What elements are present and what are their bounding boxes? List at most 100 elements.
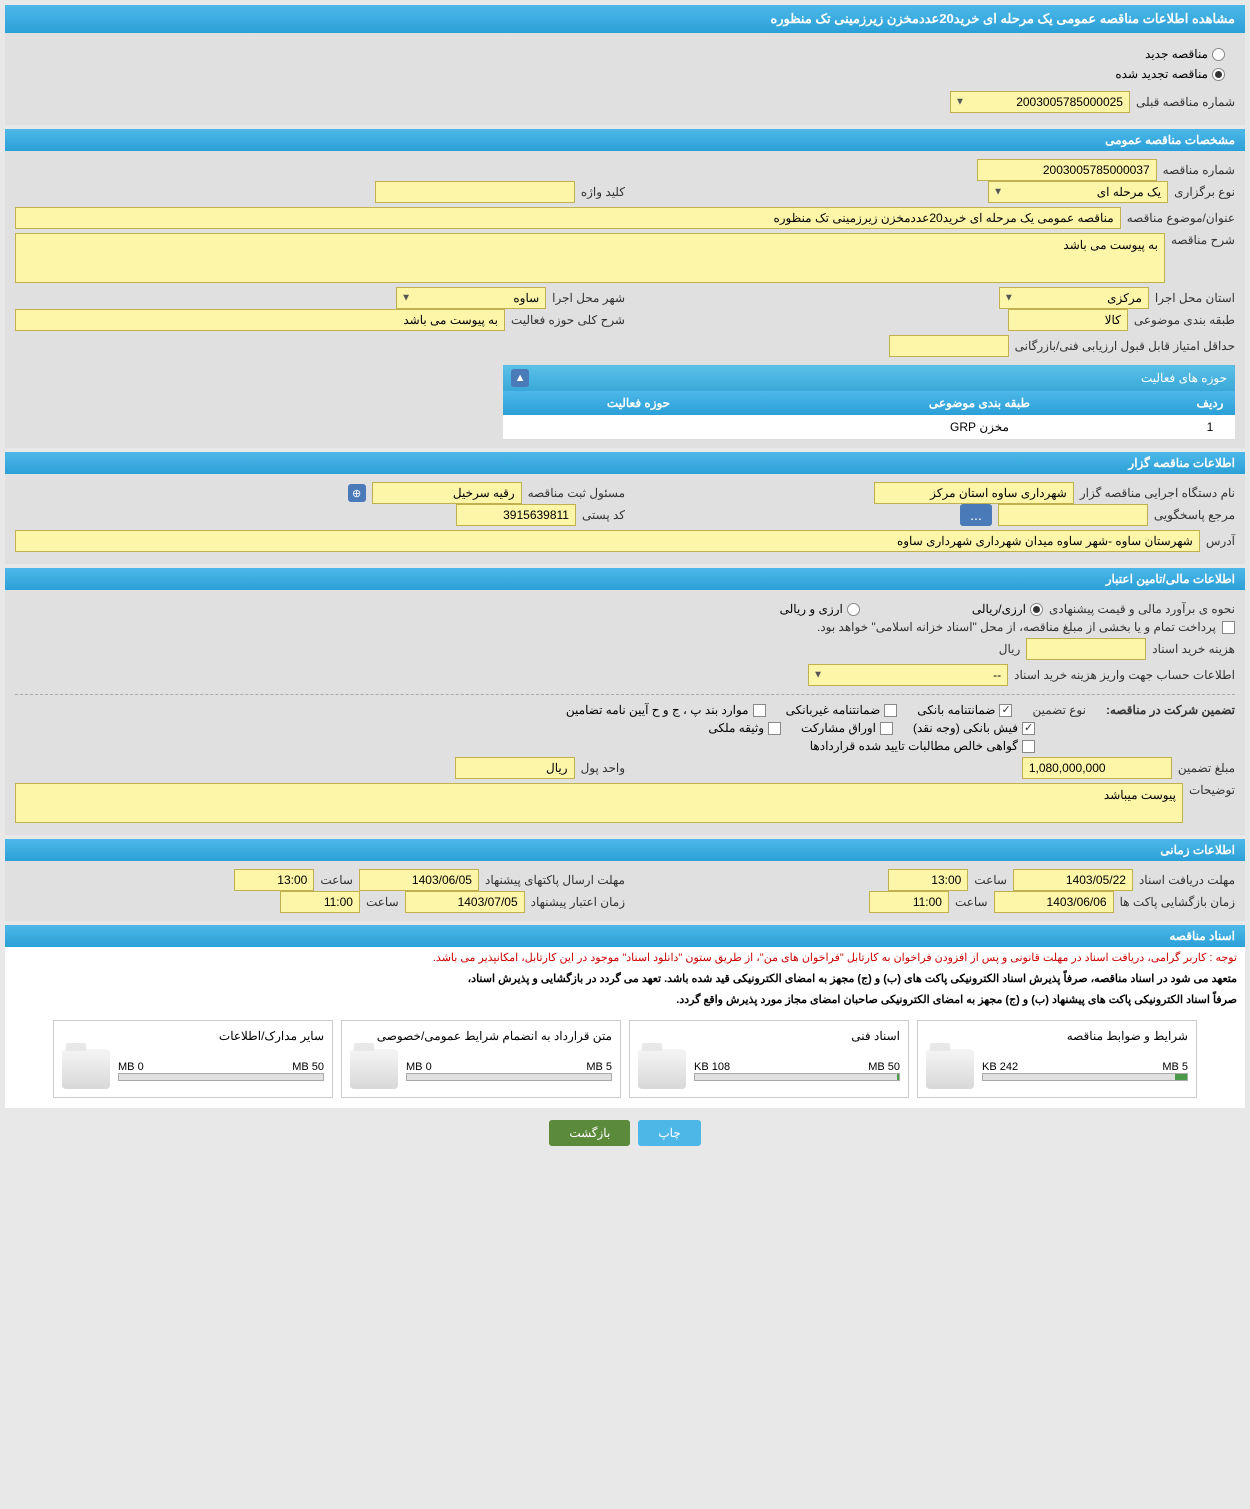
city-select[interactable]: ساوه ▼	[396, 287, 546, 309]
submit-time[interactable]: 13:00	[234, 869, 314, 891]
doc-cost-field[interactable]	[1026, 638, 1146, 660]
notes-label: توضیحات	[1189, 783, 1235, 797]
folder-icon	[62, 1049, 110, 1089]
doc-cost-label: هزینه خرید اسناد	[1152, 642, 1235, 656]
radio-icon	[1030, 603, 1043, 616]
open-date[interactable]: 1403/06/06	[994, 891, 1114, 913]
guarantee-type-label: نوع تضمین	[1032, 703, 1085, 717]
chk-property[interactable]: وثیقه ملکی	[708, 721, 781, 735]
col-category: طبقه بندی موضوعی	[774, 391, 1185, 415]
radio-icon	[1212, 68, 1225, 81]
submit-date[interactable]: 1403/06/05	[359, 869, 479, 891]
doc-title: اسناد فنی	[638, 1029, 900, 1049]
prev-number-value: 2003005785000025	[1016, 95, 1123, 109]
province-select[interactable]: مرکزی ▼	[999, 287, 1149, 309]
category-label: طبقه بندی موضوعی	[1134, 313, 1235, 327]
more-button[interactable]: ...	[960, 504, 992, 526]
checkbox-icon	[880, 722, 893, 735]
chk-bonds[interactable]: اوراق مشارکت	[801, 721, 893, 735]
responder-field[interactable]	[998, 504, 1148, 526]
chk-cash[interactable]: فیش بانکی (وجه نقد)	[913, 721, 1035, 735]
document-card[interactable]: سایر مدارک/اطلاعات 50 MB 0 MB	[53, 1020, 333, 1098]
doc-max: 5 MB	[586, 1061, 612, 1073]
account-label: اطلاعات حساب جهت واریز هزینه خرید اسناد	[1014, 668, 1235, 682]
doc-used: 242 KB	[982, 1061, 1018, 1073]
type-select[interactable]: یک مرحله ای ▼	[988, 181, 1168, 203]
desc-label: شرح مناقصه	[1171, 233, 1235, 247]
progress-bar	[406, 1073, 612, 1081]
open-time[interactable]: 11:00	[869, 891, 949, 913]
submit-label: مهلت ارسال پاکتهای پیشنهاد	[485, 873, 625, 887]
payment-checkbox[interactable]	[1222, 621, 1235, 634]
validity-date[interactable]: 1403/07/05	[405, 891, 525, 913]
back-button[interactable]: بازگشت	[549, 1120, 630, 1146]
time-label-2: ساعت	[320, 873, 353, 887]
document-card[interactable]: اسناد فنی 50 MB 108 KB	[629, 1020, 909, 1098]
radio-new-tender[interactable]: مناقصه جدید	[1145, 47, 1225, 61]
doc-note1: متعهد می شود در اسناد مناقصه، صرفاً پذیر…	[5, 968, 1245, 989]
radio-icon	[847, 603, 860, 616]
notes-field[interactable]: پیوست میباشد	[15, 783, 1183, 823]
receive-date[interactable]: 1403/05/22	[1013, 869, 1133, 891]
radio-new-label: مناقصه جدید	[1145, 47, 1208, 61]
section-general: مشخصات مناقصه عمومی	[5, 129, 1245, 151]
type-value: یک مرحله ای	[1097, 185, 1161, 199]
expand-icon[interactable]: ⊕	[348, 484, 366, 502]
account-select[interactable]: -- ▼	[808, 664, 1008, 686]
doc-max: 50 MB	[868, 1061, 900, 1073]
doc-used: 108 KB	[694, 1061, 730, 1073]
prev-number-select[interactable]: 2003005785000025 ▼	[950, 91, 1130, 113]
progress-bar	[982, 1073, 1188, 1081]
desc-field[interactable]: به پیوست می باشد	[15, 233, 1165, 283]
folder-icon	[638, 1049, 686, 1089]
chk-cases[interactable]: موارد بند پ ، ج و ح آیین نامه تضامین	[566, 703, 766, 717]
chk-bank[interactable]: ضمانتنامه بانکی	[917, 703, 1012, 717]
min-score-field[interactable]	[889, 335, 1009, 357]
time-label-3: ساعت	[955, 895, 988, 909]
opt-currency-label: ارزی و ریالی	[780, 602, 843, 616]
postal-label: کد پستی	[582, 508, 625, 522]
validity-time[interactable]: 11:00	[280, 891, 360, 913]
section-timing: اطلاعات زمانی	[5, 839, 1245, 861]
doc-max: 50 MB	[292, 1061, 324, 1073]
guarantee-title: تضمین شرکت در مناقصه:	[1106, 703, 1235, 717]
print-button[interactable]: چاپ	[638, 1120, 700, 1146]
responder-label: مرجع پاسخگویی	[1154, 508, 1235, 522]
section-financial: اطلاعات مالی/تامین اعتبار	[5, 568, 1245, 590]
tender-no-label: شماره مناقصه	[1163, 163, 1235, 177]
progress-bar	[694, 1073, 900, 1081]
keyword-field[interactable]	[375, 181, 575, 203]
checkbox-icon	[768, 722, 781, 735]
time-label-4: ساعت	[366, 895, 399, 909]
chk-nonbank[interactable]: ضمانتنامه غیربانکی	[786, 703, 898, 717]
checkbox-icon	[884, 704, 897, 717]
radio-currency[interactable]: ارزی و ریالی	[780, 602, 860, 616]
reg-person-label: مسئول ثبت مناقصه	[528, 486, 625, 500]
chevron-down-icon: ▼	[1004, 293, 1014, 304]
checkbox-icon	[999, 704, 1012, 717]
amount-field[interactable]: 1,080,000,000	[1022, 757, 1172, 779]
folder-icon	[350, 1049, 398, 1089]
section-documents: اسناد مناقصه	[5, 925, 1245, 947]
currency-field: ریال	[455, 757, 575, 779]
reg-person-field: رقیه سرخیل	[372, 482, 522, 504]
collapse-icon[interactable]: ▲	[511, 369, 529, 387]
estimate-label: نحوه ی برآورد مالی و قیمت پیشنهادی	[1049, 602, 1235, 616]
col-activity: حوزه فعالیت	[503, 391, 774, 415]
section-holder: اطلاعات مناقصه گزار	[5, 452, 1245, 474]
type-label: نوع برگزاری	[1174, 185, 1235, 199]
doc-title: شرایط و ضوابط مناقصه	[926, 1029, 1188, 1049]
prev-number-label: شماره مناقصه قبلی	[1136, 95, 1235, 109]
checkbox-icon	[753, 704, 766, 717]
doc-title: سایر مدارک/اطلاعات	[62, 1029, 324, 1049]
doc-used: 0 MB	[118, 1061, 144, 1073]
chk-receivables[interactable]: گواهی خالص مطالبات تایید شده قراردادها	[810, 739, 1035, 753]
document-card[interactable]: متن قرارداد به انضمام شرایط عمومی/خصوصی5…	[341, 1020, 621, 1098]
col-row: ردیف	[1185, 391, 1235, 415]
receive-time[interactable]: 13:00	[888, 869, 968, 891]
document-card[interactable]: شرایط و ضوابط مناقصه5 MB242 KB	[917, 1020, 1197, 1098]
radio-renewed-tender[interactable]: مناقصه تجدید شده	[1115, 67, 1225, 81]
amount-label: مبلغ تضمین	[1178, 761, 1235, 775]
radio-rial[interactable]: ارزی/ریالی	[972, 602, 1043, 616]
chevron-down-icon: ▼	[813, 670, 823, 681]
